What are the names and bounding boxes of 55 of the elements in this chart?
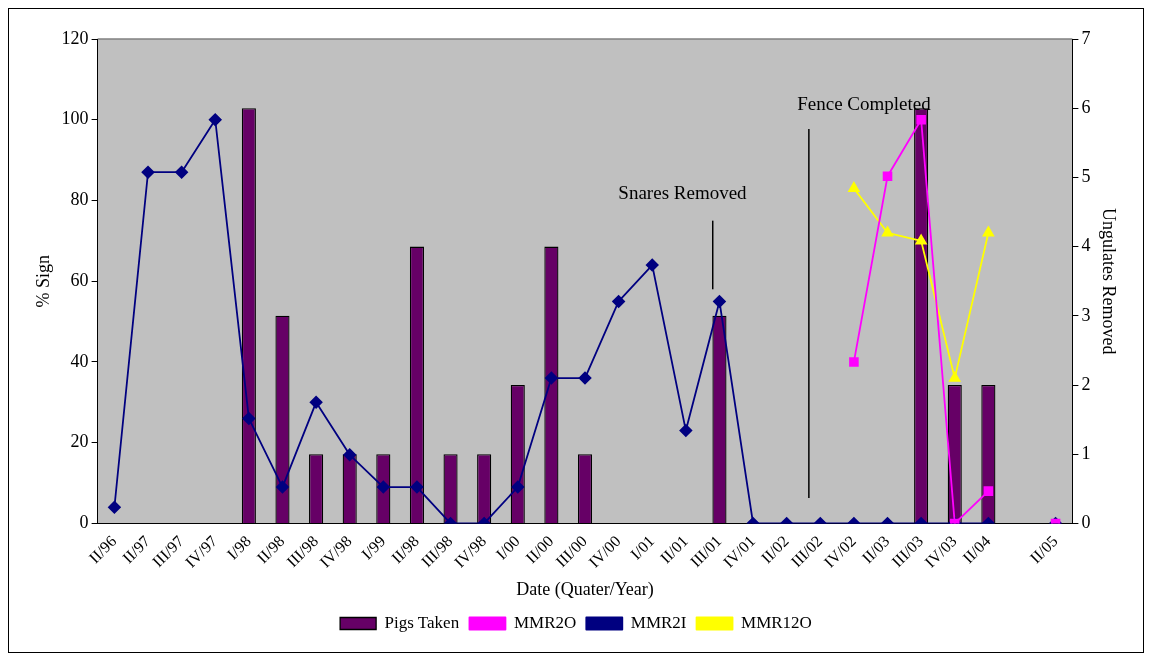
- point: [108, 500, 121, 514]
- y2-tick-label: 4: [1081, 235, 1091, 256]
- point: [544, 371, 558, 385]
- y2-tick-label: 5: [1081, 166, 1091, 187]
- legend-label: MMR12O: [741, 612, 812, 632]
- x-tick-label: I/98: [223, 532, 254, 563]
- point: [916, 114, 926, 125]
- x-tick-label: I/00: [492, 532, 523, 563]
- point: [376, 480, 390, 494]
- point: [612, 295, 626, 308]
- point: [915, 234, 927, 245]
- point: [713, 295, 726, 308]
- y-tick-label: 60: [70, 269, 89, 290]
- y2-tick-label: 1: [1081, 442, 1091, 463]
- x-tick-label: I/01: [627, 532, 658, 563]
- point: [276, 480, 289, 494]
- point: [949, 371, 961, 382]
- point: [208, 113, 222, 127]
- point: [679, 424, 693, 437]
- point: [343, 448, 357, 462]
- point: [881, 226, 894, 237]
- point: [141, 165, 155, 179]
- point: [982, 226, 995, 237]
- y-tick-label: 0: [79, 512, 89, 533]
- point: [849, 357, 859, 367]
- point: [242, 412, 256, 425]
- point: [175, 165, 189, 179]
- x-tick-label: II/01: [656, 532, 691, 567]
- point: [882, 171, 893, 182]
- point: [848, 181, 860, 193]
- y-tick-label: 40: [70, 350, 89, 371]
- y-axis-title: % Sign: [32, 254, 53, 308]
- y2-axis-title: Ungulates Removed: [1099, 207, 1120, 355]
- y-tick-label: 120: [61, 27, 89, 48]
- y-tick-label: 100: [61, 108, 89, 129]
- legend-label: MMR2O: [513, 612, 577, 632]
- x-tick-label: I/99: [358, 532, 389, 563]
- annotation: Fence Completed: [797, 92, 932, 114]
- legend-label: Pigs Taken: [384, 612, 460, 632]
- point: [511, 480, 525, 494]
- annotation: Snares Removed: [618, 182, 748, 203]
- legend-label: MMR2I: [630, 612, 687, 632]
- y-tick-label: 80: [70, 189, 89, 210]
- y2-tick-label: 2: [1081, 373, 1091, 394]
- point: [645, 258, 659, 272]
- y2-tick-label: 7: [1081, 27, 1091, 48]
- point: [410, 480, 424, 494]
- point: [983, 486, 994, 496]
- x-axis-title: Date (Quater/Year): [516, 578, 654, 600]
- y2-tick-label: 6: [1081, 96, 1091, 117]
- y2-tick-label: 3: [1081, 304, 1091, 325]
- point: [309, 395, 323, 409]
- y-tick-label: 20: [70, 431, 89, 452]
- y2-tick-label: 0: [1081, 512, 1091, 533]
- point: [578, 371, 592, 385]
